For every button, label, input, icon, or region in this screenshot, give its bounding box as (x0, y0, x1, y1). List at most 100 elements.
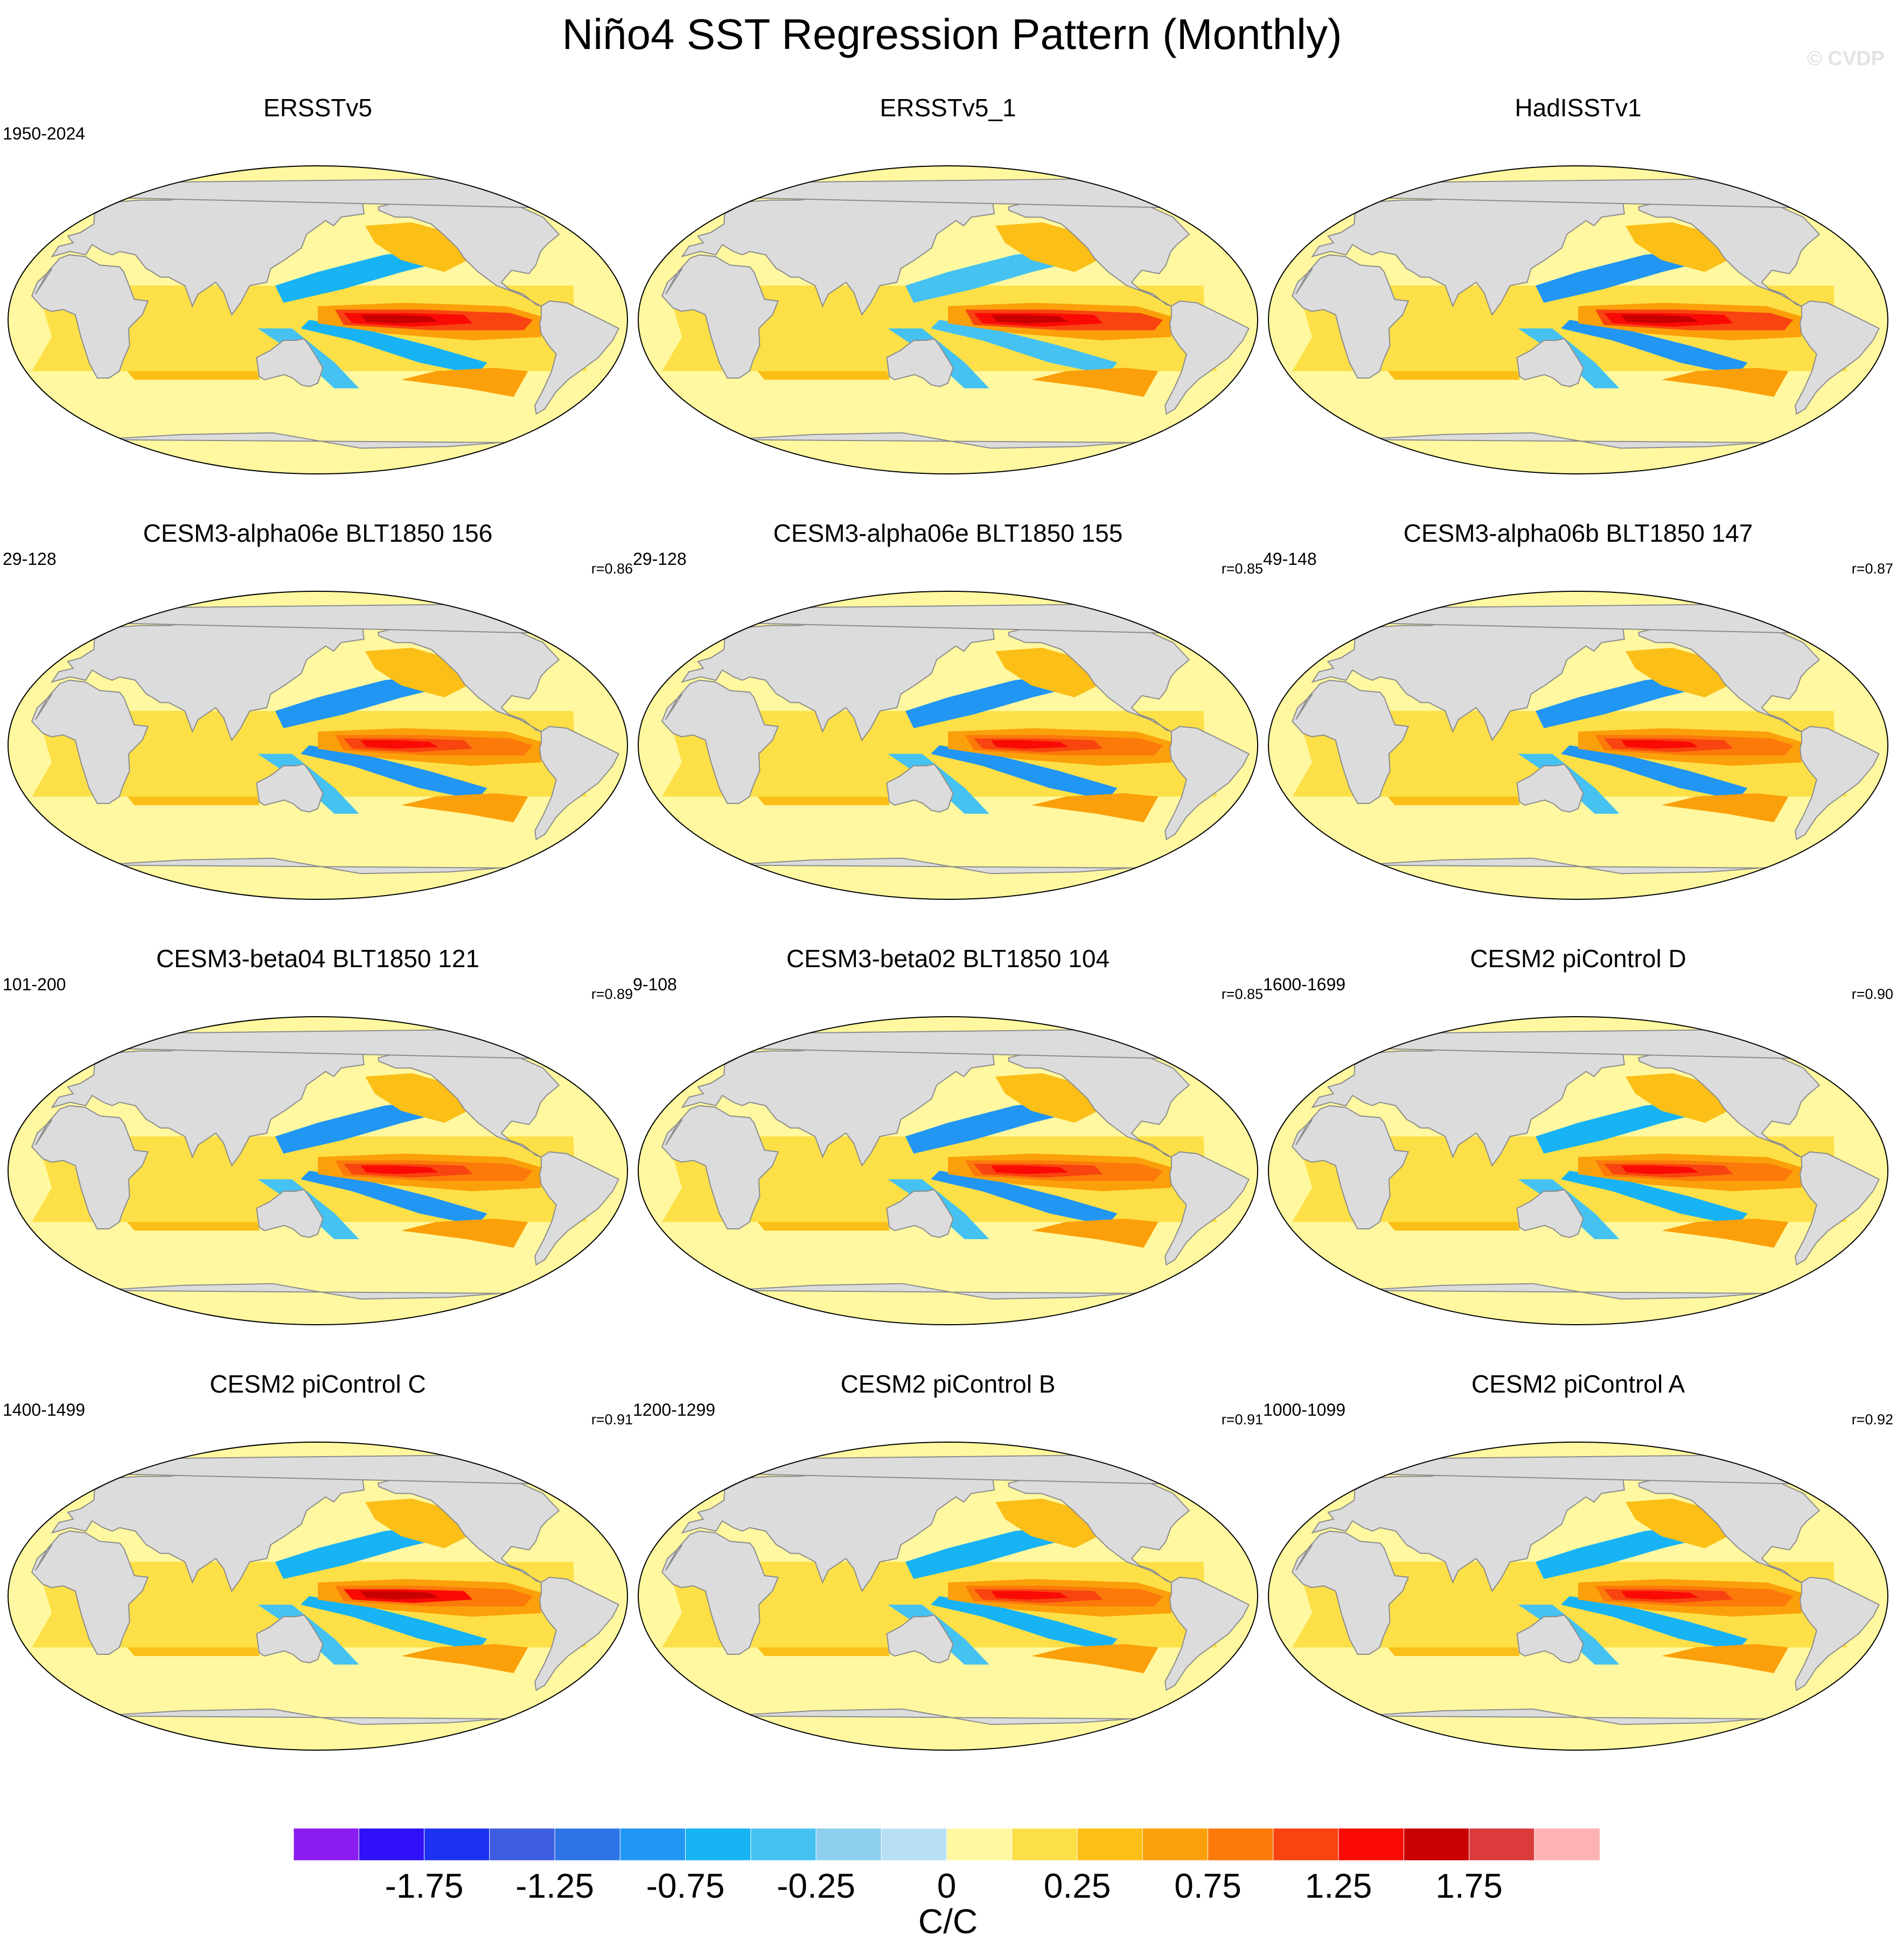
land-south-america (1164, 300, 1250, 415)
sst-anomaly-patch (1626, 1498, 1728, 1548)
panel-years: 9-108 (633, 975, 677, 994)
sst-anomaly-patch (275, 248, 451, 303)
panel-pattern-correlation: r=0.87 (1851, 561, 1893, 577)
sst-anomaly-patch (905, 248, 1082, 303)
land-south-america (1795, 725, 1880, 841)
land-south-america (534, 300, 620, 415)
land-south-america (1164, 725, 1250, 841)
land-australia (1516, 1614, 1584, 1663)
panel-title: CESM3-alpha06e BLT1850 156 (143, 519, 493, 547)
colorbar-swatch (489, 1828, 555, 1861)
panel-title: HadISSTv1 (1515, 94, 1642, 122)
map-panel: CESM3-alpha06b BLT1850 147 49-148 r=0.87 (1263, 517, 1893, 932)
panel-pattern-correlation: r=0.91 (1221, 1411, 1263, 1428)
map-outline (8, 165, 628, 474)
sst-anomaly-patch (365, 222, 468, 272)
sst-anomaly-patch (1621, 314, 1699, 324)
map-panel: CESM2 piControl D 1600-1699 r=0.90 (1263, 942, 1893, 1357)
sst-anomaly-patch (401, 1644, 528, 1673)
sst-anomaly-patch (1621, 1165, 1699, 1174)
sst-anomaly-patch (1661, 368, 1789, 397)
sst-anomaly-patch (995, 1073, 1098, 1123)
sst-anomaly-patch (365, 647, 468, 697)
watermark: © CVDP (1807, 47, 1885, 70)
colorbar-tick-label: -1.75 (385, 1866, 464, 1905)
sst-anomaly-patch (360, 1591, 438, 1600)
land-australia (256, 338, 324, 387)
panel-title: CESM2 piControl C (210, 1370, 426, 1398)
sst-map (638, 165, 1258, 474)
land-australia (256, 1188, 324, 1238)
panel-pattern-correlation: r=0.85 (1221, 986, 1263, 1002)
colorbar-tick-label: -0.25 (777, 1866, 855, 1905)
panel-title: ERSSTv5 (263, 94, 372, 122)
land-eurasia (1311, 1464, 1625, 1592)
panel-title: CESM2 piControl B (840, 1370, 1056, 1398)
land-south-america (1795, 300, 1880, 415)
land-eurasia (681, 1038, 995, 1167)
panel-years: 49-148 (1263, 549, 1317, 569)
sst-anomaly-patch (1626, 647, 1728, 697)
land-south-america (1795, 1576, 1880, 1691)
panel-pattern-correlation: r=0.90 (1851, 986, 1893, 1002)
map-outline (638, 1016, 1258, 1325)
land-australia (256, 1614, 324, 1663)
map-panel: CESM2 piControl B 1200-1299 r=0.91 (633, 1368, 1263, 1782)
figure-title: Niño4 SST Regression Pattern (Monthly) (562, 10, 1342, 58)
sst-anomaly-patch (360, 740, 438, 749)
panel-years: 1000-1099 (1263, 1400, 1346, 1419)
land-australia (1516, 1188, 1584, 1238)
land-south-america (1164, 1576, 1250, 1691)
land-north-america (1638, 1472, 1821, 1583)
land-north-america (378, 621, 560, 732)
sst-map (1268, 165, 1888, 474)
colorbar-tick-label: -1.25 (515, 1866, 594, 1905)
panel-title: CESM3-beta04 BLT1850 121 (156, 945, 480, 973)
panel-years: 1200-1299 (633, 1400, 716, 1419)
panel-pattern-correlation: r=0.91 (591, 1411, 633, 1428)
sst-anomaly-patch (991, 740, 1069, 749)
map-panel: CESM3-alpha06e BLT1850 155 29-128 r=0.85 (633, 517, 1263, 932)
sst-anomaly-patch (991, 314, 1069, 324)
panel-pattern-correlation: r=0.92 (1851, 1411, 1893, 1428)
panel-title: CESM2 piControl D (1470, 945, 1686, 973)
land-north-america (1008, 196, 1190, 307)
panel-title: CESM3-alpha06e BLT1850 155 (773, 519, 1123, 547)
map-outline (1268, 591, 1888, 900)
panel-title: CESM3-beta02 BLT1850 104 (786, 945, 1110, 973)
panel-years: 29-128 (3, 549, 57, 569)
sst-map (8, 1442, 628, 1751)
land-eurasia (1311, 187, 1625, 316)
sst-anomaly-patch (1561, 745, 1748, 800)
land-eurasia (1311, 1038, 1625, 1167)
sst-anomaly-patch (931, 1171, 1118, 1226)
map-panel: ERSSTv5_1 (633, 92, 1263, 506)
colorbar-swatch (1012, 1828, 1078, 1861)
map-outline (8, 1442, 628, 1751)
land-north-america (378, 196, 560, 307)
sst-anomaly-patch (905, 1099, 1082, 1154)
land-africa-europe (661, 680, 779, 804)
colorbar-tick-label: 0.25 (1043, 1866, 1111, 1905)
map-panel: ERSSTv5 1950-2024 (3, 92, 633, 506)
land-south-america (534, 725, 620, 841)
colorbar-swatch (358, 1828, 425, 1861)
panel-years: 29-128 (633, 549, 687, 569)
map-outline (1268, 1442, 1888, 1751)
land-south-america (534, 1151, 620, 1266)
sst-anomaly-patch (991, 1165, 1069, 1174)
map-panel: CESM2 piControl C 1400-1499 r=0.91 (3, 1368, 633, 1782)
sst-map (8, 591, 628, 900)
panel-years: 101-200 (3, 975, 66, 994)
panel-pattern-correlation: r=0.86 (591, 561, 633, 577)
sst-anomaly-patch (995, 222, 1098, 272)
sst-map (1268, 1016, 1888, 1325)
colorbar-tick-label: 0.75 (1174, 1866, 1242, 1905)
sst-anomaly-patch (1535, 1099, 1712, 1154)
sst-map (1268, 1442, 1888, 1751)
panel-pattern-correlation: r=0.85 (1221, 561, 1263, 577)
map-panel: CESM3-beta02 BLT1850 104 9-108 r=0.85 (633, 942, 1263, 1357)
land-south-america (1795, 1151, 1880, 1266)
map-outline (638, 591, 1258, 900)
sst-anomaly-patch (1561, 1596, 1748, 1651)
